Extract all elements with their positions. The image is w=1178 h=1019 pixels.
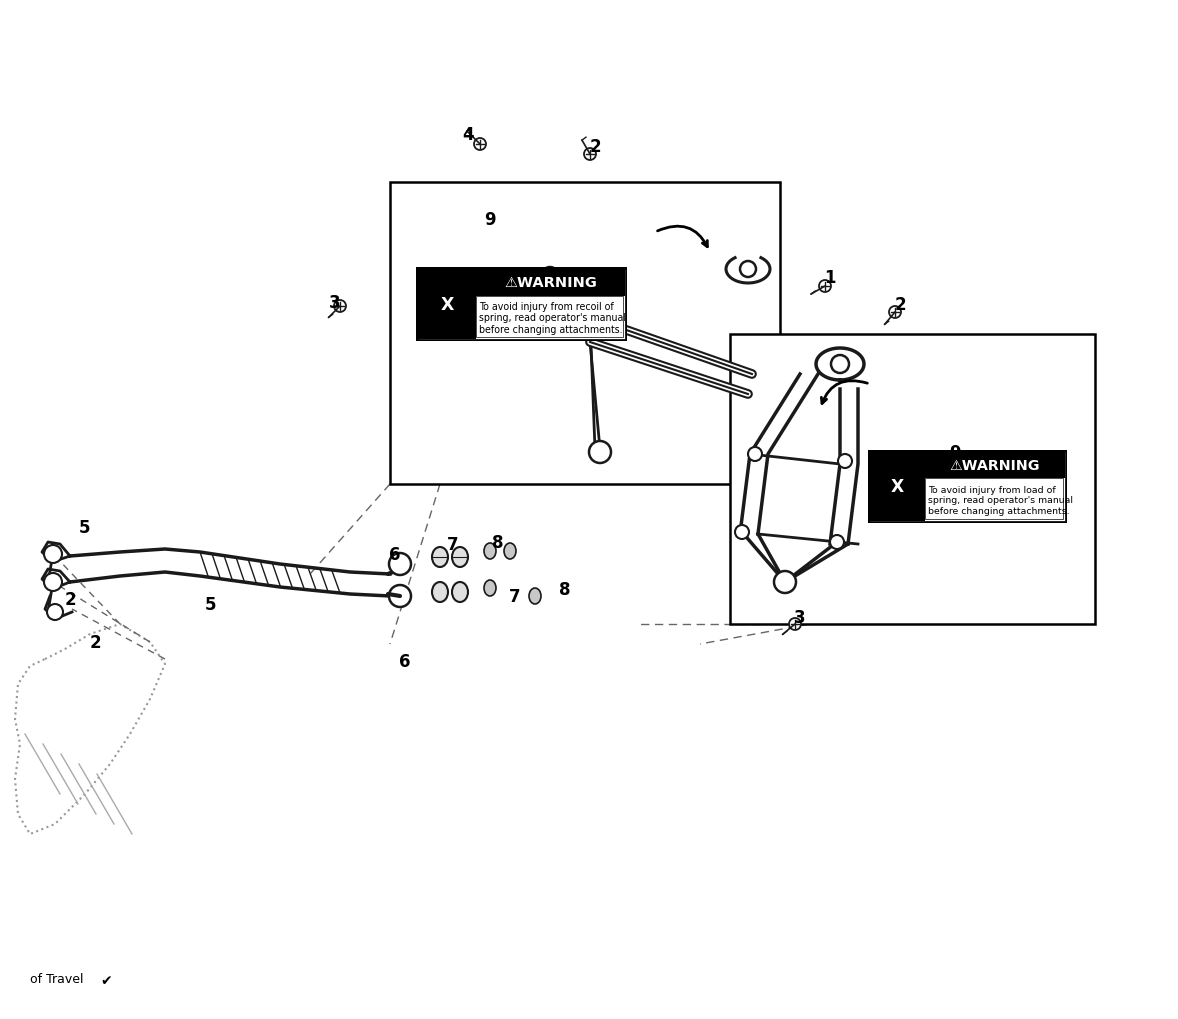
Ellipse shape — [432, 547, 448, 568]
Bar — [871, 452, 1065, 522]
Text: 7: 7 — [448, 535, 458, 553]
Text: ⚠WARNING: ⚠WARNING — [504, 276, 597, 290]
Ellipse shape — [484, 581, 496, 596]
Circle shape — [735, 526, 749, 539]
Circle shape — [889, 307, 901, 319]
Circle shape — [774, 572, 796, 593]
Circle shape — [748, 447, 762, 462]
Circle shape — [474, 139, 487, 151]
Circle shape — [789, 619, 801, 631]
Bar — [476, 297, 623, 337]
Text: X: X — [891, 478, 904, 496]
Text: 7: 7 — [509, 587, 521, 605]
Text: of Travel: of Travel — [29, 972, 84, 985]
Circle shape — [838, 454, 852, 469]
Circle shape — [44, 574, 62, 591]
Ellipse shape — [504, 543, 516, 559]
Bar — [730, 334, 1096, 625]
Circle shape — [830, 535, 843, 549]
Circle shape — [740, 262, 756, 278]
Ellipse shape — [452, 583, 468, 602]
Ellipse shape — [452, 547, 468, 568]
Bar — [925, 452, 1065, 479]
Circle shape — [389, 586, 411, 607]
Text: 8: 8 — [560, 581, 571, 598]
Text: 6: 6 — [389, 545, 401, 564]
Bar — [871, 452, 925, 522]
Circle shape — [389, 553, 411, 576]
Text: X: X — [441, 296, 454, 314]
Circle shape — [819, 280, 830, 292]
Circle shape — [830, 356, 849, 374]
Text: ✔: ✔ — [100, 973, 112, 987]
Text: ⚠WARNING: ⚠WARNING — [949, 459, 1040, 473]
Bar — [416, 268, 627, 341]
Text: 9: 9 — [484, 211, 496, 229]
Text: 5: 5 — [79, 519, 91, 536]
Text: 1: 1 — [825, 269, 835, 286]
Ellipse shape — [432, 583, 448, 602]
Circle shape — [541, 268, 560, 285]
Circle shape — [47, 604, 62, 621]
Ellipse shape — [529, 588, 541, 604]
Circle shape — [584, 149, 596, 161]
Text: 4: 4 — [462, 126, 474, 144]
Circle shape — [589, 441, 611, 464]
Text: 8: 8 — [492, 534, 504, 551]
Text: 2: 2 — [64, 590, 75, 608]
Text: 2: 2 — [589, 138, 601, 156]
Text: 2: 2 — [894, 296, 906, 314]
Bar — [868, 450, 1067, 524]
Circle shape — [44, 545, 62, 564]
Text: 3: 3 — [329, 293, 340, 312]
Bar — [390, 182, 780, 484]
Text: 3: 3 — [794, 608, 806, 627]
Bar — [925, 479, 1063, 520]
Text: 2: 2 — [90, 634, 101, 651]
Text: 6: 6 — [399, 652, 411, 671]
Circle shape — [335, 301, 346, 313]
Ellipse shape — [484, 543, 496, 559]
Bar — [418, 270, 476, 339]
Text: 9: 9 — [949, 443, 961, 462]
Bar — [476, 270, 626, 297]
Text: To avoid injury from recoil of
spring, read operator's manual
before changing at: To avoid injury from recoil of spring, r… — [479, 302, 626, 334]
Text: To avoid injury from load of
spring, read operator's manual
before changing atta: To avoid injury from load of spring, rea… — [927, 485, 1073, 515]
Bar — [418, 270, 626, 339]
Text: 5: 5 — [204, 595, 216, 613]
